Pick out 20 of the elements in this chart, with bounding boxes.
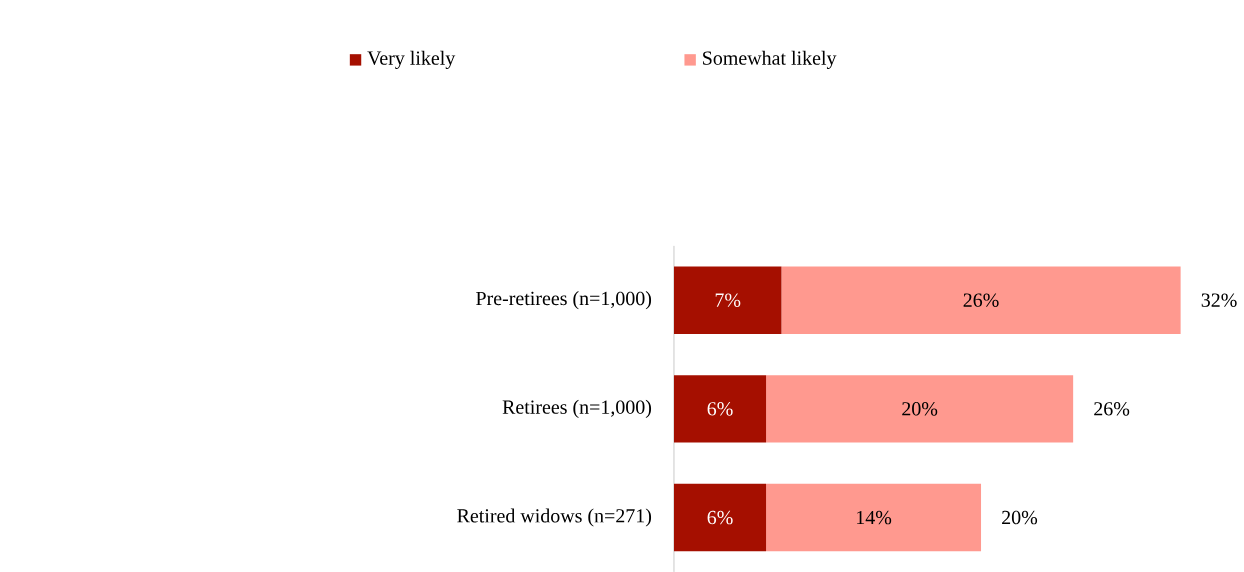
total-label: 32% [1201, 293, 1237, 307]
bar [766, 483, 982, 552]
bar [766, 375, 1074, 443]
total-label: 26% [1094, 402, 1130, 416]
total-label: 20% [1002, 510, 1038, 525]
bar [673, 483, 767, 552]
legend-label: Very likely [367, 50, 456, 69]
data-label: 14% [857, 510, 892, 525]
data-label: 6% [707, 510, 733, 525]
y-tick-label: Retirees (n=1,000) [502, 399, 652, 418]
data-label: 26% [963, 293, 999, 307]
y-tick-label: Retired widows (n=271) [457, 508, 652, 527]
data-label: 6% [707, 402, 733, 416]
data-label: 20% [902, 402, 938, 416]
legend-label: Somewhat likely [703, 50, 837, 69]
bar [673, 266, 782, 334]
bar [673, 375, 767, 443]
bar [781, 266, 1181, 334]
data-label: 7% [715, 293, 741, 307]
y-tick-label: Pre-retirees (n=1,000) [476, 291, 652, 310]
